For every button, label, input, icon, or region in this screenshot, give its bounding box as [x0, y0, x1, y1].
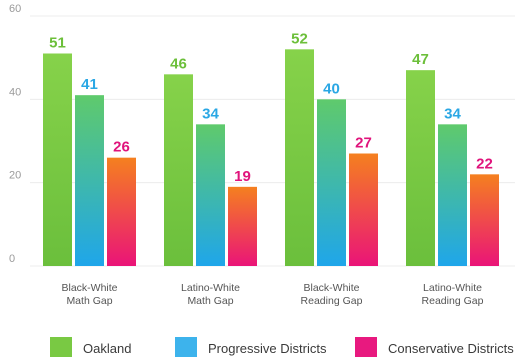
y-tick-label: 40	[9, 86, 21, 98]
label-layer: 51 41 26 Black-White Math Gap 46 34 19 Latino-Wh…	[49, 30, 493, 307]
bar-layer	[43, 49, 499, 267]
y-tick-label: 60	[9, 3, 21, 15]
bar	[43, 53, 72, 266]
bar	[406, 70, 435, 267]
bar	[470, 174, 499, 266]
data-label: 51	[49, 35, 66, 52]
x-category-label: Black-White Reading Gap	[301, 282, 363, 307]
data-label: 26	[113, 139, 130, 156]
x-category-label: Latino-White Math Gap	[181, 282, 240, 307]
legend-label: Progressive Districts	[208, 341, 327, 356]
data-label: 27	[355, 135, 372, 152]
data-label: 22	[476, 155, 493, 172]
bar	[107, 157, 136, 266]
y-tick-label: 0	[9, 253, 15, 265]
bar	[349, 153, 378, 266]
x-category-label: Black-White Math Gap	[61, 282, 117, 307]
legend-swatch	[355, 337, 377, 357]
y-tick-label: 20	[9, 170, 21, 182]
data-label: 41	[81, 76, 98, 93]
legend-label: Conservative Districts	[388, 341, 514, 356]
bar	[164, 74, 193, 266]
legend-swatch	[50, 337, 72, 357]
bar	[317, 99, 346, 266]
legend-label: Oakland	[83, 341, 131, 356]
data-label: 19	[234, 168, 251, 185]
bar	[228, 186, 257, 266]
legend-swatch	[175, 337, 197, 357]
bar	[196, 124, 225, 266]
data-label: 40	[323, 80, 340, 97]
x-category-label: Latino-White Reading Gap	[422, 282, 484, 307]
legend: Oakland Progressive Districts Conservative…	[50, 337, 514, 357]
data-label: 47	[412, 51, 429, 68]
data-label: 34	[444, 105, 461, 122]
bar	[285, 49, 314, 267]
bar	[75, 95, 104, 267]
data-label: 46	[170, 55, 187, 72]
data-label: 52	[291, 30, 308, 47]
bar	[438, 124, 467, 266]
data-label: 34	[202, 105, 219, 122]
